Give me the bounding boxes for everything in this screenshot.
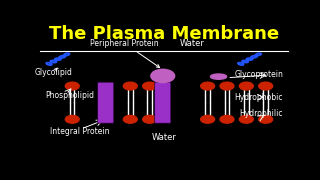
Text: Hydrophilic: Hydrophilic bbox=[240, 109, 283, 118]
Text: Glycoprotein: Glycoprotein bbox=[234, 70, 283, 79]
Circle shape bbox=[239, 82, 253, 90]
Text: Glycolipid: Glycolipid bbox=[35, 68, 73, 77]
Circle shape bbox=[143, 82, 156, 90]
Circle shape bbox=[123, 82, 137, 90]
Circle shape bbox=[65, 82, 79, 90]
Circle shape bbox=[259, 82, 273, 90]
Text: Peripheral Protein: Peripheral Protein bbox=[90, 39, 160, 68]
Text: Hydrophobic: Hydrophobic bbox=[235, 93, 283, 102]
Text: Integral Protein: Integral Protein bbox=[50, 127, 109, 136]
Text: Water: Water bbox=[152, 133, 176, 142]
FancyBboxPatch shape bbox=[155, 82, 171, 123]
Circle shape bbox=[259, 115, 273, 123]
Circle shape bbox=[65, 115, 79, 123]
Text: The Plasma Membrane: The Plasma Membrane bbox=[49, 25, 279, 43]
Circle shape bbox=[201, 115, 215, 123]
Circle shape bbox=[143, 115, 156, 123]
Circle shape bbox=[239, 115, 253, 123]
Circle shape bbox=[123, 115, 137, 123]
FancyBboxPatch shape bbox=[98, 82, 114, 123]
Circle shape bbox=[220, 82, 234, 90]
Text: Water: Water bbox=[180, 39, 205, 48]
Text: Phospholipid: Phospholipid bbox=[45, 91, 94, 100]
Circle shape bbox=[151, 69, 175, 83]
Circle shape bbox=[201, 82, 215, 90]
Ellipse shape bbox=[211, 74, 227, 79]
Circle shape bbox=[220, 115, 234, 123]
